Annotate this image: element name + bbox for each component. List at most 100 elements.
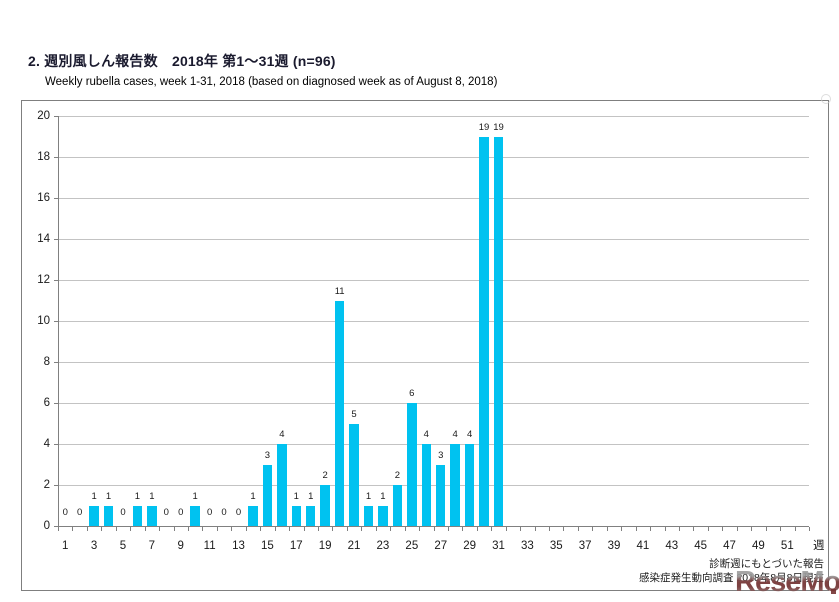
x-axis-label: 11 [203, 540, 216, 552]
y-axis-label: 6 [43, 397, 50, 409]
watermark-circle-icon [821, 94, 831, 104]
bar-week-18 [305, 505, 316, 526]
y-axis-tick [54, 280, 58, 281]
x-axis-tick [231, 527, 233, 531]
x-axis-label: 43 [665, 540, 679, 552]
bar-value-label: 1 [91, 490, 97, 502]
x-axis-tick [635, 527, 637, 531]
bar-value-label: 0 [235, 507, 242, 518]
x-axis-tick [577, 527, 579, 531]
x-axis-tick [809, 527, 810, 531]
x-axis-tick [491, 527, 493, 531]
x-axis-tick [332, 527, 334, 531]
bar-value-label: 5 [351, 408, 357, 420]
y-axis-label: 4 [43, 438, 50, 450]
gridline [58, 444, 809, 445]
x-axis-tick [736, 527, 738, 531]
x-axis-tick [650, 527, 652, 531]
bar-value-label: 1 [105, 490, 112, 502]
x-axis-tick [707, 527, 709, 531]
bar-value-label: 0 [178, 507, 184, 518]
x-axis-label: 41 [636, 540, 650, 552]
y-axis-tick [54, 116, 58, 117]
x-axis-tick [722, 527, 724, 531]
x-axis-label: 1 [62, 540, 69, 552]
y-axis-label: 18 [37, 151, 50, 163]
x-axis-tick [245, 527, 247, 531]
x-axis-tick [751, 527, 753, 531]
y-axis-label: 20 [37, 110, 50, 122]
x-axis-tick [375, 527, 377, 531]
x-axis-tick [549, 527, 551, 531]
x-axis-tick [303, 527, 305, 531]
bar-value-label: 1 [293, 490, 299, 502]
bar-week-19 [320, 485, 330, 526]
bar-value-label: 3 [438, 449, 444, 461]
bar-week-20 [334, 300, 345, 526]
gridline [58, 198, 809, 199]
bar-value-label: 3 [264, 449, 271, 461]
bar-week-17 [291, 505, 302, 526]
x-axis-label: 13 [232, 540, 245, 552]
x-axis-label: 35 [549, 540, 563, 552]
gridline [58, 403, 809, 404]
x-axis-tick [187, 527, 189, 531]
bar-value-label: 1 [380, 490, 386, 502]
bar-week-25 [407, 403, 417, 526]
x-axis-tick [419, 527, 421, 531]
x-axis-tick [606, 527, 608, 531]
x-axis-label: 25 [405, 540, 419, 552]
watermark-dot-icon [831, 589, 836, 594]
bar-week-30 [479, 136, 489, 526]
x-axis-tick [462, 527, 464, 531]
x-axis-tick [780, 527, 782, 531]
x-axis-tick [159, 527, 161, 531]
x-axis-tick [592, 527, 594, 531]
x-axis-unit-label: 週 [813, 540, 825, 552]
x-axis-tick [563, 527, 565, 531]
bar-value-label: 4 [466, 429, 473, 440]
bar-value-label: 0 [221, 507, 227, 518]
bar-week-31 [493, 136, 504, 526]
bar-week-6 [132, 505, 143, 526]
footnote-diagnosed-week: 診断週にもとづいた報告 [709, 558, 824, 570]
x-axis-tick [794, 527, 796, 531]
x-axis-tick [144, 527, 146, 531]
x-axis-label: 37 [578, 540, 592, 552]
bar-week-21 [349, 423, 359, 526]
plot-area: 0 0 1 1 0 1 1 0 0 1 0 0 0 1 3 4 1 1 2 11 5 1 1 2 6 4 3 4 4 19 19 [54, 116, 810, 531]
page-title: 2. 週別風しん報告数 2018年 第1～31週 (n=96) [28, 53, 336, 69]
x-axis-label: 5 [119, 540, 127, 552]
x-axis-label: 31 [492, 540, 505, 552]
bar-week-27 [435, 464, 446, 526]
x-axis-tick [173, 527, 175, 531]
y-axis-tick [54, 321, 58, 322]
y-axis-label: 0 [43, 520, 50, 532]
x-axis-tick [520, 527, 522, 531]
x-axis-tick [447, 527, 449, 531]
y-axis-tick [54, 157, 58, 158]
y-axis-tick [54, 239, 58, 240]
y-axis-tick [54, 198, 58, 199]
gridline [58, 321, 809, 322]
y-axis-tick [54, 403, 58, 404]
x-axis-label: 9 [177, 540, 184, 552]
bar-value-label: 6 [409, 388, 415, 399]
gridline [58, 362, 809, 363]
bar-value-label: 0 [77, 507, 83, 518]
watermark-resemom: ReseMom [735, 566, 839, 599]
x-axis-tick [216, 527, 218, 531]
x-axis-tick [101, 527, 103, 531]
bar-value-label: 4 [423, 429, 429, 440]
bar-week-10 [190, 505, 200, 526]
footnote-surveillance-date: 感染症発生動向調査 2018年8月8日現在 [639, 572, 824, 584]
y-axis-tick [54, 526, 58, 527]
bar-week-23 [378, 505, 388, 526]
x-axis-tick [346, 527, 348, 531]
bar-week-7 [147, 505, 157, 526]
x-axis-tick [202, 527, 204, 531]
y-axis-label: 10 [37, 315, 50, 327]
gridline [58, 157, 809, 158]
x-axis-label: 51 [780, 540, 794, 552]
